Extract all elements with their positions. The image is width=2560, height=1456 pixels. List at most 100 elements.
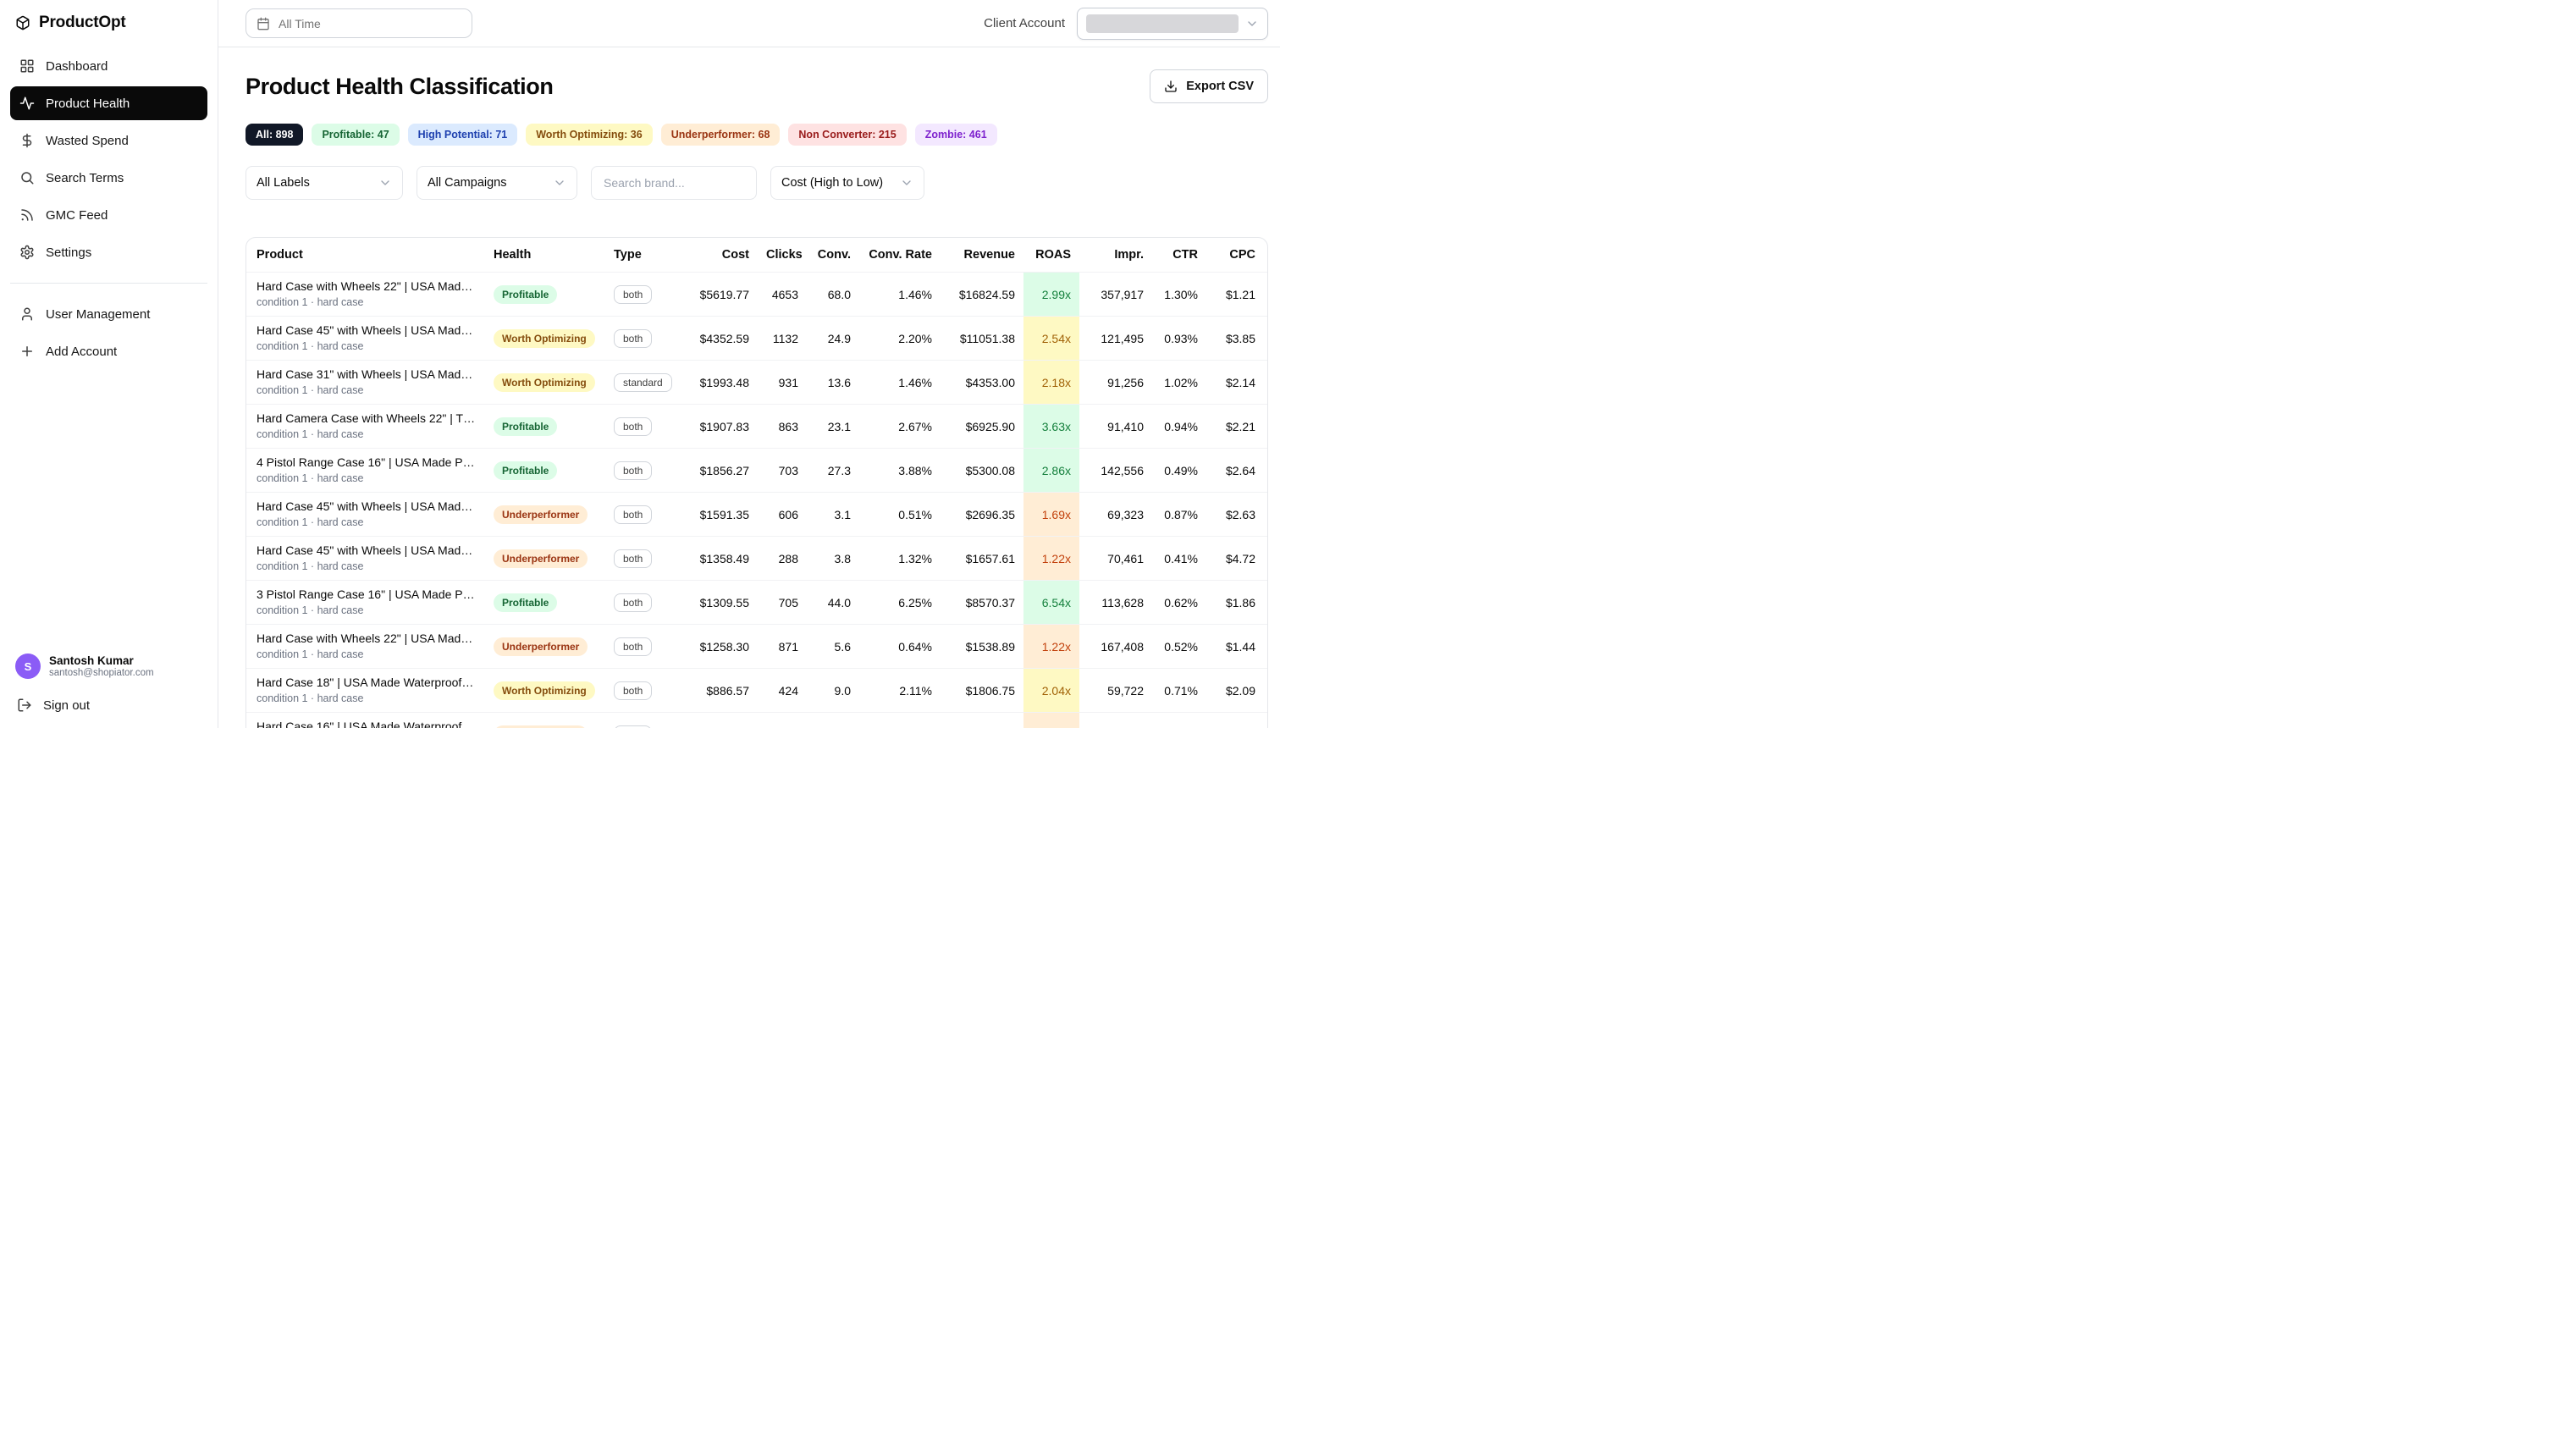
cell-cost: $1358.49 (683, 536, 758, 581)
cell-health: Underperformer (485, 536, 605, 581)
sidebar-item-user-management[interactable]: User Management (10, 297, 207, 331)
client-account-redacted-value (1086, 14, 1239, 33)
cell-type: both (605, 448, 683, 493)
cell-conv-rate: 0.64% (859, 624, 941, 669)
table-row[interactable]: Hard Case 16" | USA Made Waterproof Cas.… (246, 712, 1267, 728)
type-badge: both (614, 461, 653, 480)
product-name: 3 Pistol Range Case 16" | USA Made Pisto… (257, 587, 477, 601)
cell-revenue: $16824.59 (941, 272, 1023, 317)
product-subtitle: condition 1 · hard case (257, 384, 364, 396)
date-range-value: All Time (279, 16, 321, 30)
cell-cost: $1591.35 (683, 492, 758, 537)
sidebar-item-gmc-feed[interactable]: GMC Feed (10, 198, 207, 232)
cell-revenue: $877.80 (941, 712, 1023, 728)
sidebar-nav: Dashboard Product Health Wasted Spend Searc… (0, 44, 218, 274)
cell-conv: 3.8 (807, 536, 859, 581)
sidebar-item-wasted-spend[interactable]: Wasted Spend (10, 124, 207, 157)
filter-chip-zombie[interactable]: Zombie: 461 (914, 124, 997, 146)
health-badge: Profitable (494, 284, 558, 304)
cell-ctr: 0.49% (1152, 448, 1206, 493)
topbar: All Time Client Account (218, 0, 1280, 47)
table-row[interactable]: 4 Pistol Range Case 16" | USA Made Pisto… (246, 448, 1267, 493)
filter-chip-profitable[interactable]: Profitable: 47 (312, 124, 400, 146)
export-csv-label: Export CSV (1186, 80, 1254, 93)
table-row[interactable]: Hard Case 45" with Wheels | USA Made Wa.… (246, 316, 1267, 361)
type-badge: both (614, 284, 653, 304)
table-row[interactable]: Hard Case 31" with Wheels | USA Made Wa.… (246, 360, 1267, 405)
table-row[interactable]: Hard Case 45" with Wheels | USA Made Wa.… (246, 492, 1267, 537)
type-badge: both (614, 681, 653, 700)
title-row: Product Health Classification Export CSV (246, 69, 1268, 103)
cell-ctr: 1.30% (1152, 272, 1206, 317)
labels-select[interactable]: All Labels (246, 166, 403, 200)
table-row[interactable]: Hard Camera Case with Wheels 22" | TSA A… (246, 404, 1267, 449)
cell-conv-rate: 0.51% (859, 492, 941, 537)
cell-impr: 40,253 (1079, 712, 1152, 728)
cell-cost: $5619.77 (683, 272, 758, 317)
cell-clicks: 424 (758, 668, 807, 713)
sort-select[interactable]: Cost (High to Low) (770, 166, 924, 200)
table-row[interactable]: 3 Pistol Range Case 16" | USA Made Pisto… (246, 580, 1267, 625)
brand-search-input[interactable] (591, 166, 757, 200)
col-health: Health (494, 248, 532, 262)
export-csv-button[interactable]: Export CSV (1150, 69, 1268, 103)
user-name: Santosh Kumar (49, 654, 134, 667)
filter-chip-underperformer[interactable]: Underperformer: 68 (660, 124, 781, 146)
topbar-right: Client Account (984, 7, 1268, 40)
product-subtitle: condition 1 · hard case (257, 340, 364, 352)
cell-conv: 9.0 (807, 668, 859, 713)
client-account-select[interactable] (1077, 7, 1268, 40)
cell-roas: 1.22x (1023, 624, 1079, 669)
cell-conv-rate: 2.20% (859, 316, 941, 361)
content: Product Health Classification Export CSV… (218, 47, 1280, 728)
col-roas: ROAS (1035, 248, 1071, 262)
sidebar-item-settings[interactable]: Settings (10, 235, 207, 269)
cell-product: 3 Pistol Range Case 16" | USA Made Pisto… (246, 580, 485, 625)
product-name: 4 Pistol Range Case 16" | USA Made Pisto… (257, 455, 477, 469)
type-badge: both (614, 416, 653, 436)
cell-cpc: $2.09 (1206, 668, 1267, 713)
sidebar-item-product-health[interactable]: Product Health (10, 86, 207, 120)
app-root: ProductOpt Dashboard Product Health Wasted… (0, 0, 1280, 728)
filter-chip-non-converter[interactable]: Non Converter: 215 (788, 124, 907, 146)
filter-chip-high-potential[interactable]: High Potential: 71 (407, 124, 518, 146)
user-email: santosh@shopiator.com (49, 668, 154, 678)
sidebar-item-add-account[interactable]: Add Account (10, 334, 207, 368)
product-name: Hard Case with Wheels 22" | USA Made Wa.… (257, 631, 477, 645)
cell-type: both (605, 316, 683, 361)
cell-health: Profitable (485, 580, 605, 625)
cell-roas: 2.04x (1023, 668, 1079, 713)
sidebar-secondary-nav: User Management Add Account (0, 292, 218, 373)
table-row[interactable]: Hard Case with Wheels 22" | USA Made Wa.… (246, 272, 1267, 317)
date-range-picker[interactable]: All Time (246, 8, 472, 38)
cell-clicks: 931 (758, 360, 807, 405)
cell-cost: $4352.59 (683, 316, 758, 361)
cell-product: Hard Case with Wheels 22" | USA Made Wa.… (246, 624, 485, 669)
cell-impr: 59,722 (1079, 668, 1152, 713)
filter-chip-all[interactable]: All: 898 (246, 124, 304, 146)
cell-impr: 113,628 (1079, 580, 1152, 625)
avatar: S (15, 654, 41, 679)
table-row[interactable]: Hard Case with Wheels 22" | USA Made Wa.… (246, 624, 1267, 669)
filters-row: All Labels All Campaigns Cost (High to L… (246, 166, 1268, 200)
calendar-icon (257, 17, 270, 30)
signout-button[interactable]: Sign out (0, 687, 218, 728)
cell-product: Hard Case 45" with Wheels | USA Made Wa.… (246, 316, 485, 361)
campaigns-select[interactable]: All Campaigns (417, 166, 577, 200)
sidebar-item-label: Add Account (46, 344, 118, 359)
sidebar-item-search-terms[interactable]: Search Terms (10, 161, 207, 195)
product-subtitle: condition 1 · hard case (257, 692, 364, 704)
cell-ctr: 0.94% (1152, 404, 1206, 449)
table-row[interactable]: Hard Case 18" | USA Made Waterproof Cas.… (246, 668, 1267, 713)
sidebar-item-dashboard[interactable]: Dashboard (10, 49, 207, 83)
table-row[interactable]: Hard Case 45" with Wheels | USA Made Wa.… (246, 536, 1267, 581)
cell-ctr: 0.41% (1152, 536, 1206, 581)
sidebar: ProductOpt Dashboard Product Health Wasted… (0, 0, 218, 728)
filter-chip-worth-optimizing[interactable]: Worth Optimizing: 36 (526, 124, 653, 146)
sidebar-item-label: User Management (46, 306, 151, 322)
cell-roas: 1.22x (1023, 536, 1079, 581)
health-badge: Profitable (494, 461, 558, 480)
labels-select-value: All Labels (257, 176, 310, 190)
product-subtitle: condition 1 · hard case (257, 472, 364, 484)
sidebar-item-label: Settings (46, 245, 92, 260)
